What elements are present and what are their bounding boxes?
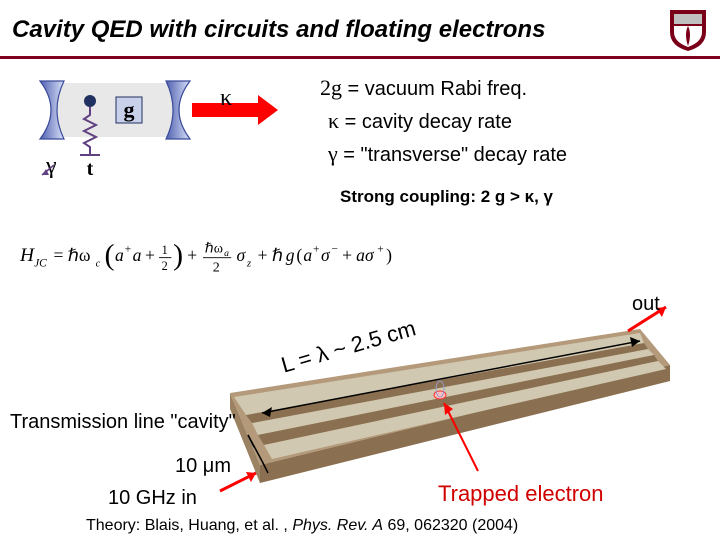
- svg-text:a: a: [303, 245, 312, 265]
- svg-text:γ: γ: [45, 153, 57, 179]
- out-label: out: [632, 293, 660, 316]
- hamiltonian-equation: H JC = ℏω c ( a + a + 1 2 ) + ℏω a 2 σ z…: [20, 233, 460, 277]
- svg-text:ℏω: ℏω: [205, 240, 223, 256]
- svg-text:+ ℏ: + ℏ: [258, 245, 283, 265]
- title-bar: Cavity QED with circuits and floating el…: [0, 0, 720, 56]
- svg-text:1: 1: [162, 243, 168, 257]
- transmission-line-label: Transmission line "cavity": [10, 411, 236, 434]
- page-title: Cavity QED with circuits and floating el…: [12, 16, 660, 44]
- ten-micron-label: 10 μm: [175, 455, 231, 478]
- trapped-electron-label: Trapped electron: [438, 481, 604, 507]
- svg-text:a: a: [115, 245, 124, 265]
- svg-text:−: −: [332, 243, 338, 255]
- svg-text:+: +: [313, 243, 319, 255]
- svg-text:+: +: [377, 243, 383, 255]
- svg-text:g: g: [286, 245, 295, 265]
- theory-citation: Theory: Blais, Huang, et al. , Phys. Rev…: [86, 517, 518, 535]
- def-kappa-text: = cavity decay rate: [339, 111, 512, 133]
- svg-text:+: +: [145, 245, 155, 265]
- theory-prefmix: Theory: Blais, Huang, et al. ,: [86, 517, 292, 534]
- content-area: t γ g κ 2g = vacuum Rabi freq. κ = cavit…: [0, 65, 720, 545]
- svg-text:+: +: [342, 245, 352, 265]
- svg-text:t: t: [87, 158, 94, 180]
- def-kappa: κ = cavity decay rate: [320, 104, 567, 137]
- svg-text:(: (: [296, 245, 302, 265]
- svg-text:= ℏω: = ℏω: [53, 245, 90, 265]
- theory-journal: Phys. Rev. A: [292, 517, 383, 534]
- svg-text:σ: σ: [321, 245, 331, 265]
- sym-kappa: κ: [320, 108, 339, 133]
- svg-text:2: 2: [162, 259, 168, 273]
- chip-schematic: [200, 305, 680, 505]
- university-shield-icon: [668, 8, 708, 52]
- svg-text:aσ: aσ: [356, 245, 375, 265]
- symbol-definitions: 2g = vacuum Rabi freq. κ = cavity decay …: [320, 71, 567, 170]
- svg-text:2: 2: [213, 260, 220, 276]
- sym-gamma: γ: [320, 141, 338, 166]
- svg-text:(: (: [104, 239, 114, 272]
- def-rabi-text: = vacuum Rabi freq.: [342, 78, 527, 100]
- svg-text:z: z: [246, 258, 251, 269]
- def-rabi: 2g = vacuum Rabi freq.: [320, 71, 567, 104]
- svg-text:): ): [386, 245, 392, 265]
- svg-text:+: +: [125, 243, 131, 255]
- svg-text:g: g: [124, 97, 135, 122]
- svg-text:a: a: [133, 245, 142, 265]
- title-underline: [0, 56, 720, 59]
- svg-text:σ: σ: [236, 245, 246, 265]
- svg-text:+: +: [187, 245, 197, 265]
- svg-text:κ: κ: [220, 85, 232, 111]
- def-gamma-text: = "transverse" decay rate: [338, 144, 567, 166]
- sym-2g: 2g: [320, 75, 342, 100]
- svg-text:JC: JC: [34, 257, 47, 269]
- svg-text:): ): [173, 239, 183, 272]
- theory-rest: 69, 062320 (2004): [383, 517, 518, 534]
- def-gamma: γ = "transverse" decay rate: [320, 137, 567, 170]
- svg-text:c: c: [96, 258, 101, 269]
- svg-text:H: H: [20, 245, 35, 266]
- cavity-qed-diagram: t γ g κ: [20, 75, 280, 185]
- ten-ghz-label: 10 GHz in: [108, 487, 197, 510]
- strong-coupling-text: Strong coupling: 2 g > κ, γ: [340, 187, 553, 207]
